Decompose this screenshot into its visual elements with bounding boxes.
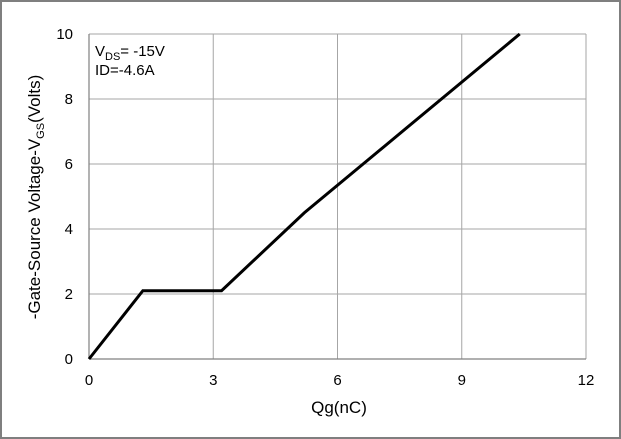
annotation-vds-main: V [95,43,105,60]
y-axis-label-sub: GS [35,123,47,139]
grid [89,33,587,359]
x-tick-labels: 0 3 6 9 12 [85,372,595,389]
y-tick-label: 4 [65,221,73,238]
series-line [87,32,521,360]
x-tick-label: 12 [578,372,595,389]
y-axis-label-main: -Gate-Source Voltage-V [25,138,44,319]
y-tick-label: 8 [65,91,73,108]
y-tick-label: 2 [65,286,73,303]
annotation-id: ID=-4.6A [95,62,155,79]
y-tick-label: 0 [65,351,73,368]
annotation-vds-sub: DS [105,51,120,63]
y-tick-label: 10 [56,26,73,43]
x-tick-label: 3 [209,372,217,389]
y-tick-label: 6 [65,156,73,173]
y-tick-labels: 0 2 4 6 8 10 [56,26,73,368]
annotation-vds-tail: = -15V [120,43,165,60]
x-axis-label: Qg(nC) [311,398,367,417]
x-tick-label: 6 [333,372,341,389]
axes [88,34,586,360]
x-tick-label: 9 [458,372,466,389]
series-group [87,32,521,360]
y-axis-label: -Gate-Source Voltage-VGS(Volts) [25,75,47,320]
annotation-vds: VDS= -15V [95,43,165,63]
x-tick-label: 0 [85,372,93,389]
y-axis-label-tail: (Volts) [25,75,44,123]
